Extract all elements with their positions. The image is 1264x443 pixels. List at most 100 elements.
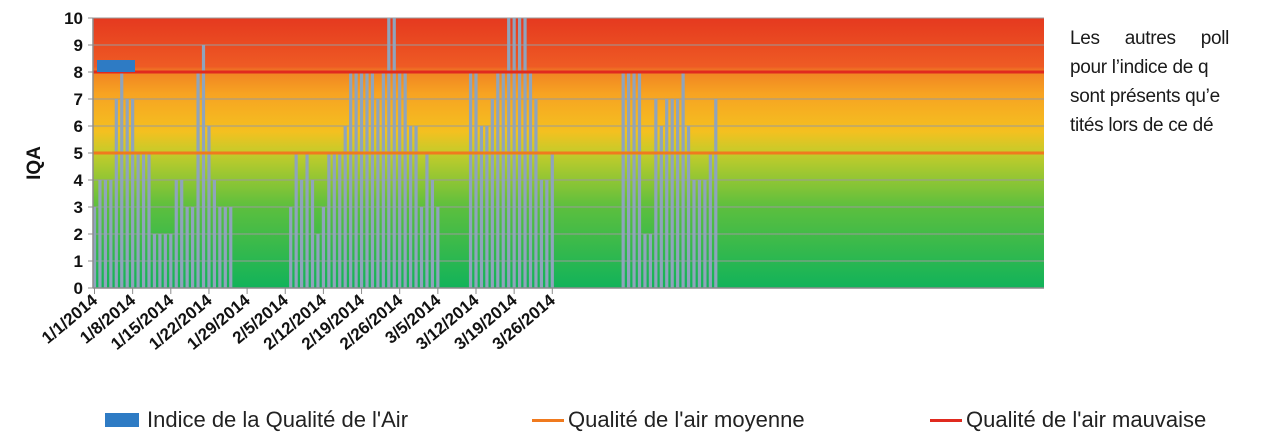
legend-swatch-moyenne — [532, 418, 564, 422]
side-text-line: Les autres poll — [1070, 28, 1230, 49]
air-quality-chart: 0123456789101/1/20141/8/20141/15/20141/2… — [24, 9, 1044, 354]
bar — [196, 72, 200, 288]
bar — [545, 180, 549, 288]
bar — [343, 126, 347, 288]
y-tick-label: 3 — [74, 198, 83, 217]
bar — [207, 126, 211, 288]
bar — [703, 180, 707, 288]
threshold-lines — [93, 70, 1044, 155]
bar — [316, 234, 320, 288]
bar — [120, 72, 124, 288]
side-text-line: tités lors de ce dé — [1070, 115, 1214, 136]
bar — [681, 72, 685, 288]
y-tick-label: 10 — [64, 9, 83, 28]
bar — [659, 126, 663, 288]
side-text-line: sont présents qu’e — [1070, 86, 1220, 107]
legend-marker-in-plot — [97, 60, 135, 72]
bar — [109, 180, 113, 288]
chart-legend: Indice de la Qualité de l'Air Qualité de… — [0, 403, 1264, 439]
bar — [218, 207, 222, 288]
legend-item-moyenne: Qualité de l'air moyenne — [532, 403, 805, 437]
legend-label-iqa: Indice de la Qualité de l'Air — [147, 407, 409, 432]
bar — [528, 72, 533, 288]
legend-swatch-iqa — [105, 413, 139, 427]
bar — [621, 72, 625, 288]
bar — [98, 180, 102, 288]
side-paragraph: Les autres poll pour l’indice de q sont … — [1070, 24, 1264, 140]
bar — [419, 207, 424, 288]
bar — [305, 153, 309, 288]
y-tick-label: 5 — [74, 144, 83, 163]
bar — [539, 180, 543, 288]
legend-label-mauvaise: Qualité de l'air mauvaise — [966, 407, 1207, 432]
bar — [686, 126, 691, 288]
bar — [349, 72, 353, 288]
legend-item-mauvaise: Qualité de l'air mauvaise — [930, 403, 1206, 437]
bar — [627, 72, 631, 288]
bar — [185, 207, 189, 288]
bar — [141, 153, 146, 288]
bar — [676, 99, 680, 288]
bar — [180, 180, 184, 288]
bar — [229, 207, 233, 288]
bar — [354, 72, 358, 288]
bar — [425, 153, 429, 288]
bar — [430, 180, 434, 288]
bar — [163, 234, 167, 288]
bar — [365, 72, 369, 288]
bar — [136, 153, 140, 288]
bar — [294, 153, 298, 288]
y-tick-label: 2 — [74, 225, 83, 244]
bar — [648, 234, 652, 288]
bar — [436, 207, 440, 288]
bar — [201, 45, 206, 288]
bar — [310, 180, 315, 288]
bar — [289, 207, 293, 288]
bars — [92, 18, 718, 288]
bar — [103, 180, 107, 288]
bar — [125, 99, 129, 288]
bar — [152, 234, 157, 288]
bar — [403, 72, 407, 288]
bar — [332, 153, 336, 288]
bar — [485, 126, 489, 288]
y-tick-label: 0 — [74, 279, 83, 298]
bar — [670, 99, 674, 288]
bar — [474, 72, 478, 288]
bar — [414, 126, 418, 288]
y-tick-label: 7 — [74, 90, 83, 109]
bar — [169, 234, 173, 288]
bar — [158, 234, 162, 288]
legend-label-moyenne: Qualité de l'air moyenne — [568, 407, 805, 432]
bar — [381, 72, 385, 288]
bar — [534, 99, 538, 288]
bar — [496, 72, 500, 288]
y-tick-label: 1 — [74, 252, 83, 271]
bar — [147, 153, 151, 288]
bar — [370, 72, 375, 288]
y-tick-label: 4 — [74, 171, 84, 190]
bar — [632, 72, 636, 288]
bar — [223, 207, 227, 288]
bar — [191, 207, 195, 288]
bar — [550, 153, 554, 288]
bar — [212, 180, 216, 288]
bar — [174, 180, 178, 288]
bar — [479, 126, 484, 288]
bar — [708, 153, 712, 288]
y-tick-label: 8 — [74, 63, 83, 82]
side-text-line: pour l’indice de q — [1070, 57, 1209, 78]
bar — [643, 234, 647, 288]
legend-swatch-mauvaise — [930, 418, 962, 422]
bar — [665, 99, 669, 288]
bar — [654, 99, 658, 288]
bar — [114, 99, 118, 288]
bar — [359, 72, 364, 288]
bar — [131, 99, 135, 288]
bar — [92, 207, 97, 288]
bar — [321, 207, 325, 288]
bar — [697, 180, 702, 288]
bar — [327, 153, 331, 288]
y-tick-label: 6 — [74, 117, 83, 136]
bar — [376, 99, 380, 288]
